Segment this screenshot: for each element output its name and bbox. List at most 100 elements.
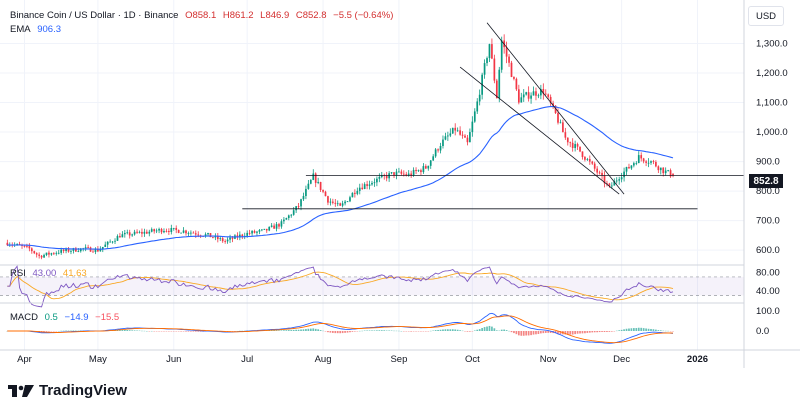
macd-histogram-bar: [456, 329, 459, 331]
macd-histogram-bar: [192, 331, 195, 332]
candle-body: [79, 248, 82, 252]
candle-body: [67, 248, 70, 252]
macd-histogram-bar: [346, 331, 349, 333]
macd-histogram-bar: [520, 331, 523, 336]
rsi-ma-value: 41.63: [62, 268, 87, 279]
candle-body: [99, 249, 102, 252]
candle-body: [571, 142, 574, 149]
price-pane[interactable]: [6, 22, 744, 260]
candle-body: [429, 160, 432, 166]
macd-histogram-bar: [559, 331, 562, 334]
macd-histogram-bar: [606, 331, 608, 332]
candle-body: [417, 170, 420, 172]
macd-histogram-bar: [488, 325, 491, 331]
macd-histogram-bar: [300, 329, 302, 331]
candle-body: [190, 232, 192, 234]
candle-body: [214, 235, 217, 238]
candle-body: [182, 230, 185, 233]
candle-body: [45, 252, 48, 255]
macd-histogram-bar: [591, 331, 594, 333]
candle-body: [109, 241, 111, 243]
candle-body: [630, 165, 633, 169]
candle-body: [70, 250, 72, 252]
macd-histogram-bar: [478, 329, 481, 331]
candle-body: [305, 188, 307, 197]
macd-histogram-bar: [645, 328, 647, 331]
time-tick-label: Jul: [241, 354, 253, 365]
macd-histogram-bar: [351, 331, 354, 332]
rsi-tick-label: 80.00: [756, 267, 780, 278]
macd-histogram-bar: [610, 331, 613, 332]
candle-body: [273, 225, 275, 229]
candle-body: [513, 76, 515, 79]
macd-legend[interactable]: MACD 0.5 −14.9 −15.5: [10, 312, 123, 323]
macd-histogram-bar: [336, 331, 339, 334]
macd-histogram-bar: [637, 327, 640, 331]
candle-body: [145, 231, 148, 234]
candle-body: [248, 232, 251, 234]
candle-body: [116, 236, 119, 241]
price-tick-label: 900.0: [756, 157, 780, 168]
candle-body: [52, 253, 55, 255]
candle-body: [549, 96, 552, 104]
time-tick-label: Apr: [17, 354, 32, 365]
macd-histogram-bar: [126, 330, 129, 331]
candle-body: [645, 161, 647, 163]
macd-histogram-bar: [327, 331, 329, 333]
macd-histogram-bar: [596, 331, 599, 333]
macd-histogram-bar: [540, 331, 542, 334]
candle-body: [459, 130, 461, 135]
candle-body: [57, 252, 60, 254]
candle-body: [114, 240, 116, 242]
candle-body: [180, 232, 182, 234]
macd-histogram-bar: [542, 331, 545, 334]
candle-body: [601, 172, 603, 176]
macd-histogram-bar: [584, 331, 586, 334]
candle-body: [510, 62, 513, 77]
macd-histogram-bar: [378, 330, 381, 331]
candle-body: [168, 231, 170, 232]
candle-body: [163, 230, 165, 233]
macd-histogram-bar: [454, 329, 457, 331]
macd-histogram-bar: [344, 331, 346, 333]
rsi-tick-label: 40.00: [756, 286, 780, 297]
macd-histogram-bar: [588, 331, 591, 333]
price-axis: 600.0 700.0 800.0 900.0 1,000.0 1,100.0 1,200.…: [756, 38, 788, 337]
price-tick-label: 800.0: [756, 186, 780, 197]
candle-body: [402, 173, 405, 175]
candle-body: [525, 92, 528, 95]
symbol-title[interactable]: Binance Coin / US Dollar · 1D · Binance: [10, 10, 179, 21]
candle-body: [393, 172, 395, 176]
macd-histogram-bar: [40, 331, 43, 332]
candle-body: [133, 231, 136, 235]
rsi-pane[interactable]: [0, 265, 744, 308]
rsi-legend[interactable]: RSI 43.00 41.63: [10, 268, 91, 279]
macd-pane[interactable]: [6, 312, 674, 344]
candle-body: [366, 184, 368, 186]
macd-histogram-bar: [476, 329, 479, 331]
last-price-label: 852.8: [749, 174, 783, 188]
trendline: [486, 22, 625, 195]
candle-body: [427, 165, 430, 169]
tradingview-logo[interactable]: TradingView: [8, 382, 127, 399]
macd-histogram-bar: [368, 330, 371, 331]
candle-body: [287, 215, 290, 219]
currency-button[interactable]: USD: [748, 6, 784, 26]
candle-body: [229, 237, 231, 240]
candle-body: [552, 103, 554, 106]
candle-body: [238, 234, 241, 238]
macd-histogram-bar: [576, 331, 579, 334]
macd-histogram-bar: [530, 331, 532, 336]
ema-legend[interactable]: EMA 906.3: [10, 24, 65, 35]
macd-histogram-bar: [569, 331, 572, 335]
macd-histogram-bar: [510, 331, 513, 333]
candle-body: [483, 63, 486, 75]
candle-body: [48, 252, 50, 255]
grid-lines: [0, 0, 744, 350]
candle-body: [606, 183, 608, 185]
macd-histogram-bar: [515, 331, 518, 335]
candle-body: [449, 133, 452, 136]
macd-histogram-bar: [410, 331, 413, 332]
candle-body: [192, 232, 195, 234]
